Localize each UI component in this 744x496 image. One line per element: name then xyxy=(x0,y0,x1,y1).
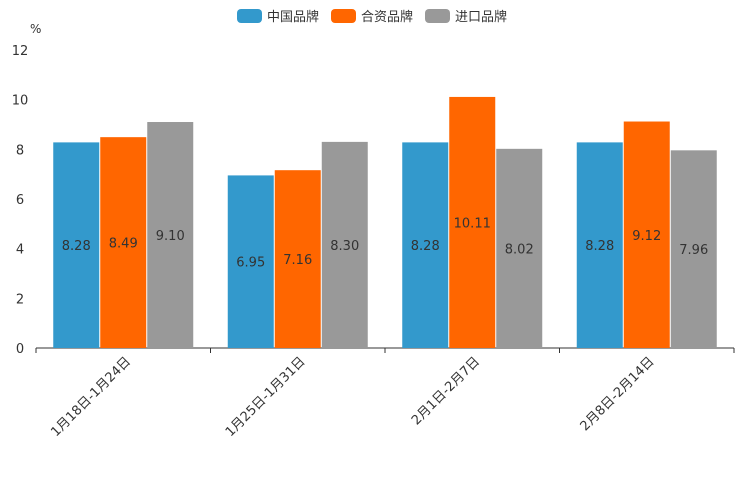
y-tick-label: 6 xyxy=(16,193,24,208)
bar-china-brand xyxy=(227,175,274,348)
legend-label-import-brand: 进口品牌 xyxy=(455,10,508,25)
bar-value-label: 9.12 xyxy=(632,229,661,244)
legend-label-joint-venture-brand: 合资品牌 xyxy=(360,10,413,25)
y-tick-label: 4 xyxy=(16,243,24,258)
chart-legend: 中国品牌 合资品牌 进口品牌 xyxy=(0,6,744,25)
legend-swatch-joint-venture-brand xyxy=(330,8,356,23)
legend-swatch-china-brand xyxy=(236,8,262,23)
bar-value-label: 9.10 xyxy=(156,229,185,244)
bar-value-label: 8.28 xyxy=(62,239,91,254)
bar-value-label: 8.02 xyxy=(505,242,534,257)
bar-value-label: 10.11 xyxy=(454,216,491,231)
bar-value-label: 6.95 xyxy=(236,256,265,271)
bar-import-brand xyxy=(496,148,543,348)
y-tick-label: 8 xyxy=(16,143,24,158)
y-axis-unit-label: % xyxy=(30,22,42,36)
x-category-label: 2月1日-2月7日 xyxy=(409,354,483,428)
bar-joint-venture-brand xyxy=(449,96,496,348)
x-category-label: 2月8日-2月14日 xyxy=(578,354,658,434)
bar-china-brand xyxy=(576,142,623,348)
y-tick-label: 2 xyxy=(16,292,24,307)
y-tick-label: 10 xyxy=(12,94,29,109)
bar-china-brand xyxy=(402,142,449,348)
legend-item-joint-venture-brand[interactable]: 合资品牌 xyxy=(330,6,413,25)
y-tick-label: 12 xyxy=(12,44,29,59)
bar-value-label: 8.30 xyxy=(330,239,359,254)
bar-value-label: 8.28 xyxy=(411,239,440,254)
x-category-label: 1月18日-1月24日 xyxy=(48,354,134,440)
bar-value-label: 8.49 xyxy=(109,237,138,252)
legend-item-import-brand[interactable]: 进口品牌 xyxy=(425,6,507,25)
bar-value-label: 7.16 xyxy=(283,253,312,268)
y-tick-label: 0 xyxy=(16,342,24,357)
x-category-label: 1月25日-1月31日 xyxy=(223,354,309,440)
bar-china-brand xyxy=(53,142,100,348)
legend-swatch-import-brand xyxy=(425,8,450,23)
legend-label-china-brand: 中国品牌 xyxy=(266,10,319,25)
bar-joint-venture-brand xyxy=(100,137,147,348)
bar-joint-venture-brand xyxy=(274,170,321,348)
bar-import-brand xyxy=(147,122,194,349)
bar-value-label: 7.96 xyxy=(679,243,708,258)
bar-import-brand xyxy=(670,150,717,348)
bar-value-label: 8.28 xyxy=(585,239,614,254)
bar-joint-venture-brand xyxy=(623,121,670,349)
bar-import-brand xyxy=(321,141,368,348)
legend-item-china-brand[interactable]: 中国品牌 xyxy=(236,6,319,25)
